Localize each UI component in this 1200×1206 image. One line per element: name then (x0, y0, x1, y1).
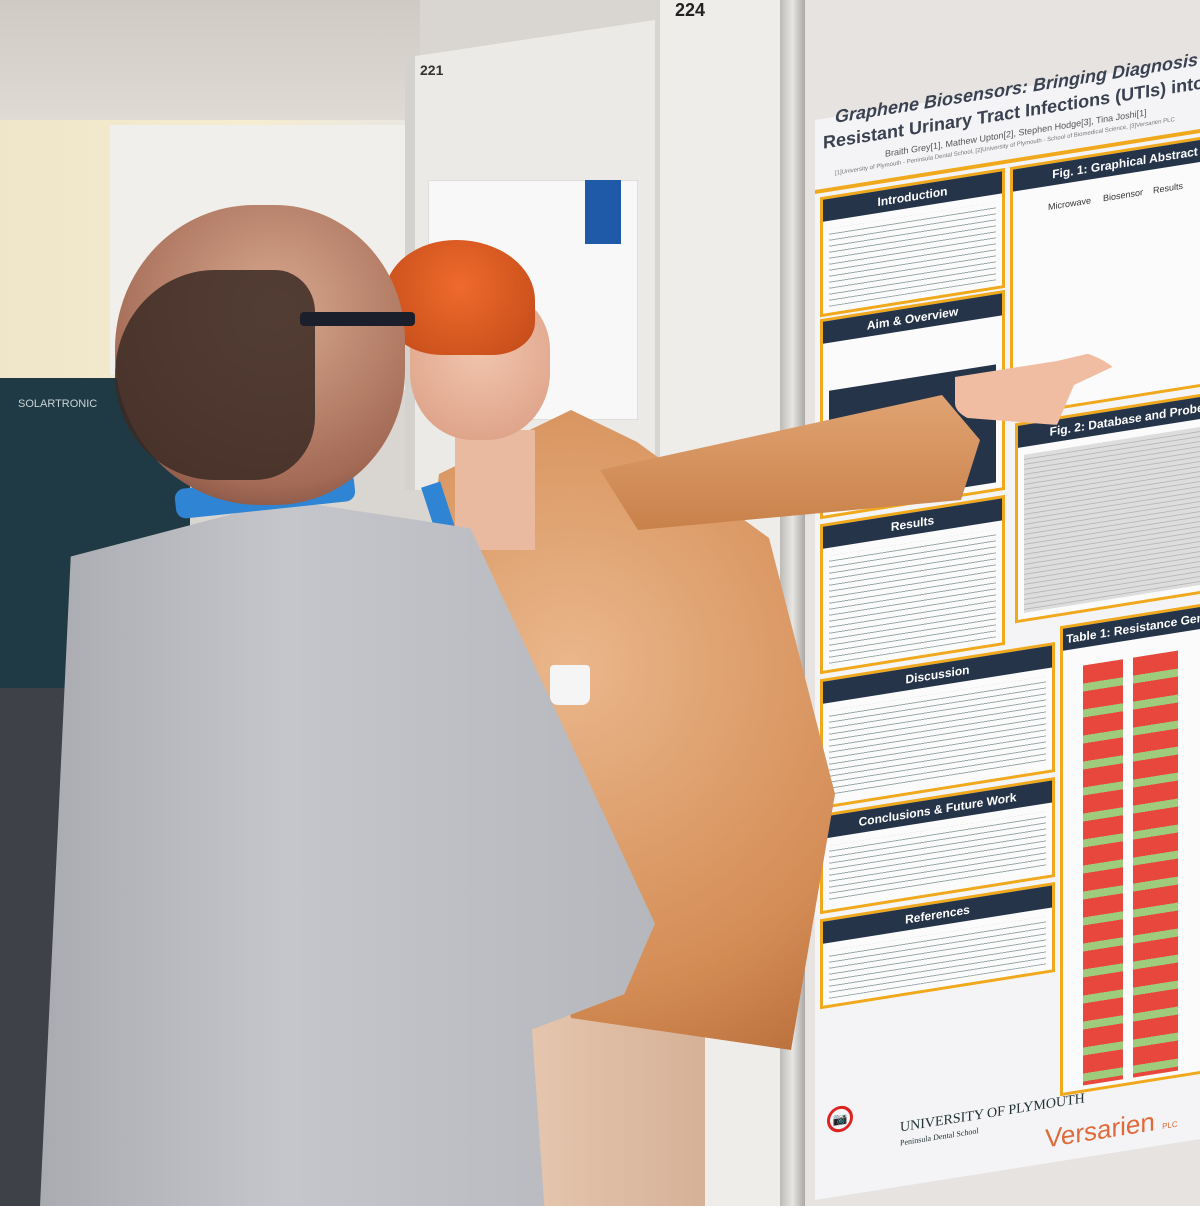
label-results: Results (1153, 180, 1184, 196)
woman-hair (385, 240, 535, 355)
no-photography-icon: 📷 (827, 1103, 853, 1135)
exhibitor-sign: SOLARTRONIC (18, 398, 98, 410)
table-column-ctx (1083, 659, 1123, 1086)
resistance-table-section: Table 1: Resistance Geno/Phen (1060, 596, 1200, 1097)
board-number: 221 (420, 62, 444, 78)
label-biosensor: Biosensor (1103, 187, 1144, 204)
research-poster: Graphene Biosensors: Bringing Diagnosis … (815, 32, 1200, 1201)
man-hair (115, 270, 315, 480)
section-text (829, 202, 996, 307)
sequence-alignment (1024, 421, 1200, 613)
results-section: Results (820, 494, 1005, 675)
section-text (829, 529, 996, 664)
paper-cup (550, 665, 590, 705)
table-column-tmp (1133, 650, 1178, 1078)
man-glasses (300, 312, 415, 326)
background-poster-logo (585, 180, 621, 244)
label-microwave: Microwave (1048, 195, 1092, 213)
company-suffix: PLC (1162, 1119, 1178, 1132)
board-number: 224 (675, 0, 706, 20)
ceiling (0, 0, 420, 140)
